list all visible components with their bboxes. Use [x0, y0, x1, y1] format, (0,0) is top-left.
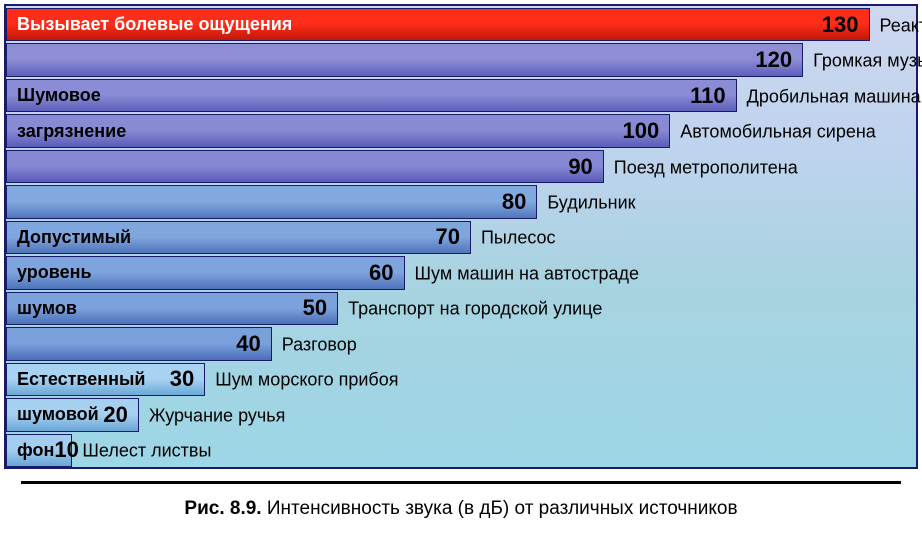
bar-left-label: шумов — [17, 298, 77, 319]
bar: загрязнение 100 — [6, 114, 670, 147]
figure-caption: Рис. 8.9. Интенсивность звука (в дБ) от … — [21, 498, 901, 520]
bar-value: 60 — [369, 260, 393, 286]
bar: 40 — [6, 327, 272, 360]
bar-row: загрязнение 100 Автомобильная сирена — [6, 114, 916, 149]
bar-row: Шумовое110Дробильная машина — [6, 79, 916, 114]
bar-row: 40 Разговор — [6, 327, 916, 362]
bar: Естественный 30 — [6, 363, 205, 396]
bar-left-label: шумовой — [17, 404, 99, 425]
bar: шумовой20 — [6, 398, 139, 431]
bar-left-label: Шумовое — [17, 85, 101, 106]
bar-left-label: Естественный — [17, 369, 145, 390]
bar-row: фон10Шелест листвы — [6, 434, 916, 469]
bar: Шумовое 110 — [6, 79, 737, 112]
bar-row: уровень 60 Шум машин на автостраде — [6, 256, 916, 291]
bar-row: шумов 50 Транспорт на городской улице — [6, 292, 916, 327]
bar: шумов 50 — [6, 292, 338, 325]
bar-left-label: Допустимый — [17, 227, 131, 248]
bar-left-label: Вызывает болевые ощущения — [17, 14, 292, 35]
bar-source-label: Шум морского прибоя — [215, 370, 398, 391]
bar: 90 — [6, 150, 604, 183]
bar-value: 40 — [236, 331, 260, 357]
bar-source-label: Пылесос — [481, 228, 556, 249]
bar: уровень 60 — [6, 256, 405, 289]
bar-left-label: загрязнение — [17, 121, 126, 142]
bar-row: 120Громкая музыка — [6, 43, 916, 78]
bar-source-label: Транспорт на городской улице — [348, 299, 602, 320]
bar-source-label: Автомобильная сирена — [680, 122, 876, 143]
bar-source-label: Шелест листвы — [82, 441, 211, 462]
bar-source-label: Громкая музыка — [813, 51, 922, 72]
bar-value: 120 — [755, 47, 792, 73]
bar-source-label: Поезд метрополитена — [614, 157, 798, 178]
bar-row: шумовой20 Журчание ручья — [6, 398, 916, 433]
bar-row: 80 Будильник — [6, 185, 916, 220]
chart-area: Вызывает болевые ощущения130Реактивный с… — [4, 4, 918, 469]
bar-source-label: Разговор — [282, 334, 357, 355]
bar-value: 100 — [623, 118, 660, 144]
bar-value: 70 — [435, 224, 459, 250]
bar-source-label: Реактивный самолет — [880, 15, 922, 36]
bar-value: 10 — [54, 437, 78, 463]
bar-value: 90 — [568, 154, 592, 180]
bar-source-label: Журчание ручья — [149, 405, 286, 426]
caption-separator — [21, 481, 901, 484]
bar-value: 80 — [502, 189, 526, 215]
bar-source-label: Шум машин на автостраде — [415, 263, 639, 284]
bar-value: 20 — [103, 402, 127, 428]
bar: 80 — [6, 185, 537, 218]
bar-row: Вызывает болевые ощущения130Реактивный с… — [6, 8, 916, 43]
bar-left-label: уровень — [17, 262, 92, 283]
caption-prefix: Рис. 8.9. — [184, 498, 261, 519]
bar: 120 — [6, 43, 803, 76]
bar-row: Естественный 30 Шум морского прибоя — [6, 363, 916, 398]
bar-row: 90 Поезд метрополитена — [6, 150, 916, 185]
bar: Допустимый 70 — [6, 221, 471, 254]
bar-source-label: Будильник — [547, 193, 635, 214]
bar-source-label: Дробильная машина — [747, 86, 921, 107]
bar-value: 130 — [822, 12, 859, 38]
bar-value: 110 — [690, 83, 726, 109]
bar: Вызывает болевые ощущения 130 — [6, 8, 870, 41]
bar-left-label: фон — [17, 440, 54, 461]
caption-text: Интенсивность звука (в дБ) от различных … — [262, 498, 738, 519]
bar-row: Допустимый 70 Пылесос — [6, 221, 916, 256]
bar: фон10 — [6, 434, 72, 467]
bar-value: 30 — [170, 366, 194, 392]
bar-value: 50 — [303, 295, 327, 321]
